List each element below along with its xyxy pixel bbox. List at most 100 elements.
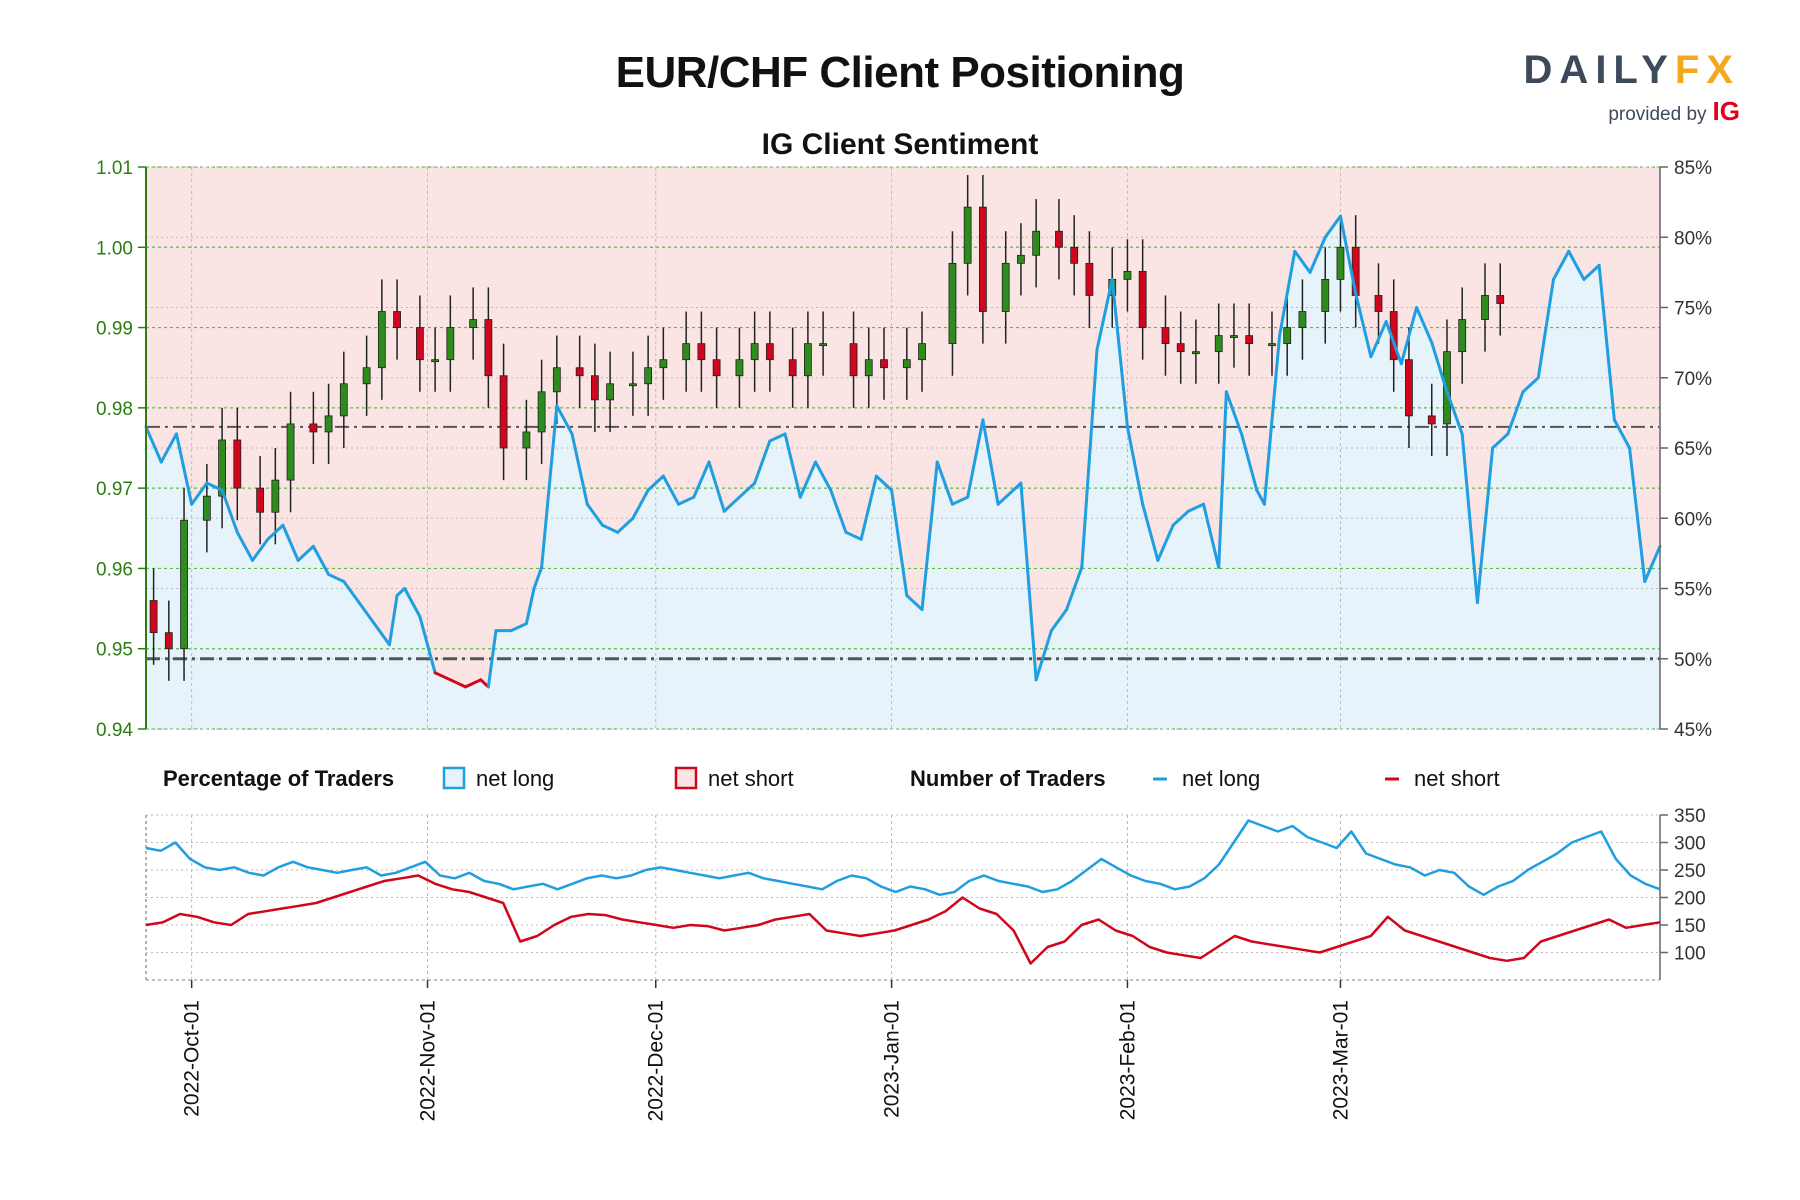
net-long-pct-segment [753,439,772,485]
dailyfx-logo: DAILYFX provided by IG [1524,48,1740,127]
net-long-pct-segment [1049,608,1069,633]
net-long-pct-segment [768,432,787,443]
net-long-pct-segment [1430,341,1449,394]
candle-body [659,359,668,369]
candle-body [1176,343,1185,353]
lower-tick-label: 350 [1674,806,1706,827]
net-long-pct-segment [190,481,209,506]
net-long-pct-segment [1293,249,1312,274]
net-long-pct-segment [783,432,802,499]
candle-body [286,423,295,481]
candle-body [963,206,972,264]
candle-body [218,439,226,497]
net-long-pct-segment [600,523,620,534]
net-long-pct-segment [1019,481,1038,682]
date-tick-label: 2023-Jan-01 [881,1000,904,1118]
net-long-pct-segment [677,495,696,506]
lower-panel: 100 150 200 250 300 350 [145,806,1706,981]
candle-body [362,367,371,385]
candle-body [697,343,706,361]
net-long-pct-segment [1643,544,1662,583]
candle-body [1458,319,1467,353]
candle-body [1268,343,1276,347]
logo-provided-text: provided by [1608,104,1707,125]
net-long-pct-segment [585,502,604,527]
candle-body [1192,351,1200,355]
candle-body [499,375,508,449]
logo-brand-right: FX [1674,48,1740,92]
net-long-pct-segment [829,488,848,534]
net-long-pct-segment [1323,214,1342,239]
date-tick-label: 2023-Feb-01 [1116,1000,1139,1120]
candle-body [1055,230,1063,248]
net-long-pct-segment [509,622,528,633]
candle-body [629,383,637,387]
chart-title: EUR/CHF Client Positioning [615,48,1185,97]
right-tick-label: 70% [1674,369,1712,390]
right-tick-label: 85% [1674,158,1712,179]
net-long-pct-segment [1475,446,1495,605]
net-long-pct-segment [205,481,224,492]
net-long-pct-segment [890,488,909,598]
net-long-pct-segment [1582,263,1601,281]
net-long-pct-segment [266,523,285,541]
candle-body [393,311,401,328]
net-long-pct-segment [631,488,650,520]
net-long-pct-segment [722,495,741,513]
net-long-pct-segment [1308,235,1327,274]
net-long-pct-segment [174,432,194,506]
candle-body [1123,270,1132,280]
lower-tick-label: 100 [1674,944,1706,965]
net-long-pct-segment [661,474,681,506]
logo-provided-by: provided by IG [1524,96,1740,127]
legend: Percentage of Traders net long net short… [163,766,1500,791]
date-axis: 2022-Oct-01 2022-Nov-01 2022-Dec-01 2023-Ja… [181,980,1352,1121]
right-tick-label: 80% [1674,228,1712,249]
chart-subtitle: IG Client Sentiment [761,128,1039,161]
left-tick-label: 0.94 [96,720,133,741]
net-long-pct-segment [814,460,833,492]
net-long-pct-segment [950,495,970,506]
net-long-pct-segment [1551,249,1571,281]
net-long-pct-segment [859,474,878,541]
net-long-pct-segment [905,594,924,612]
candle-body [431,359,440,363]
ig-logo: IG [1712,96,1740,126]
candle-body [1283,327,1292,345]
candle-body [180,519,188,650]
legend-pct-long-swatch [442,766,466,790]
candle-body [1161,327,1170,345]
net-long-pct-segment [159,432,178,464]
main-panel: 0.94 0.95 0.96 0.97 0.98 0.99 1.00 1.01 45% 50% 55… [96,158,1712,741]
candle-body [552,367,561,393]
net-long-pct-segment [555,404,574,436]
right-tick-label: 60% [1674,509,1712,530]
candle-body [537,391,546,433]
net-long-pct-segment [966,418,985,499]
net-long-pct-segment [1125,425,1145,506]
candle-body [1070,246,1079,264]
net-long-pct-segment [1171,509,1190,527]
candle-body [644,367,653,385]
candle-body [469,319,478,328]
candle-body [606,383,614,401]
net-long-pct-segment [1004,481,1023,499]
net-long-pct-segment [418,615,437,675]
net-long-area [146,216,1660,729]
candle-body [415,327,424,361]
candle-body [1496,295,1505,304]
candle-body [1214,335,1223,353]
net-long-pct-segment [532,565,544,590]
net-long-pct-segment [1141,502,1160,562]
net-long-pct-segment [448,678,468,689]
left-tick-label: 0.97 [96,479,133,500]
candle-body [1001,262,1010,312]
candle-body [1374,295,1383,312]
net-long-pct-segment [1354,291,1373,359]
candle-body [682,343,691,361]
legend-pct-short-swatch [674,766,698,790]
net-long-pct-segment [1338,214,1358,295]
candle-body [1321,278,1330,312]
net-long-pct-segment [395,587,407,598]
candle-body [1481,295,1489,320]
